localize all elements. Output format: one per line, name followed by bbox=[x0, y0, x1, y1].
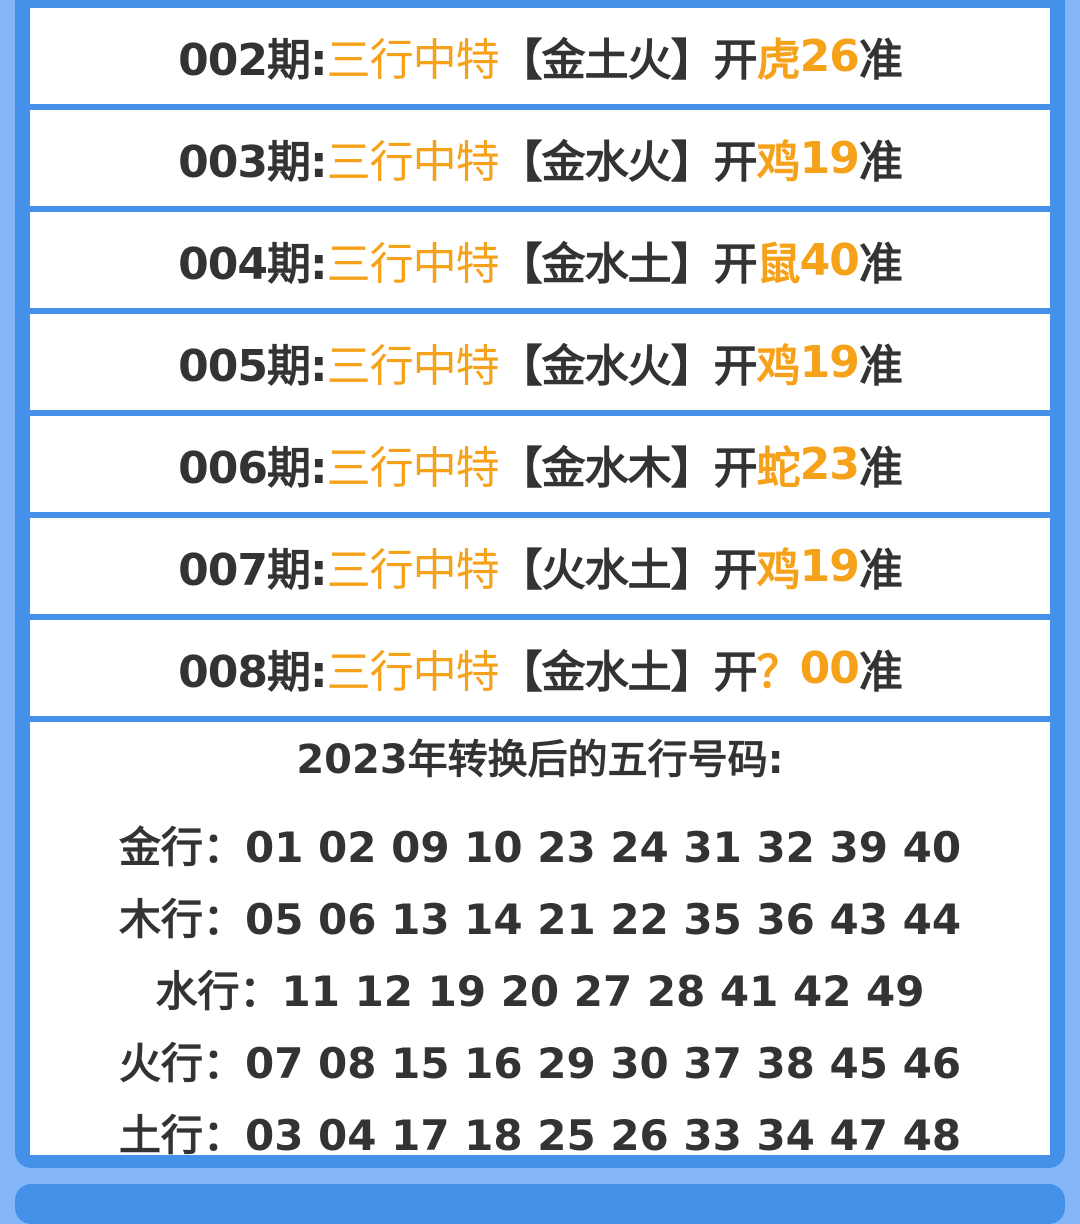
prediction-row: 008期: 三行中特 【金水土】开？ 00 准 bbox=[30, 620, 1050, 716]
row-elements: 【金水木】 bbox=[498, 443, 715, 494]
prediction-row: 003期: 三行中特 【金水火】开鸡 19 准 bbox=[30, 110, 1050, 206]
row-open: 开 bbox=[713, 35, 758, 86]
row-animal: 鼠 bbox=[756, 239, 801, 290]
row-elements: 【金水土】 bbox=[498, 239, 715, 290]
row-label: 三行中特 bbox=[326, 137, 500, 188]
row-number: 19 bbox=[799, 132, 860, 184]
row-open: 开 bbox=[713, 137, 758, 188]
element-line: 火行：07 08 15 16 29 30 37 38 45 46 bbox=[30, 1028, 1050, 1100]
row-open: 开 bbox=[713, 443, 758, 494]
row-period: 006期: bbox=[178, 443, 327, 494]
row-elements: 【金土火】 bbox=[498, 35, 715, 86]
element-label: 金行： bbox=[118, 823, 245, 872]
row-period: 004期: bbox=[178, 239, 327, 290]
prediction-row: 005期: 三行中特 【金水火】开鸡 19 准 bbox=[30, 314, 1050, 410]
row-label: 三行中特 bbox=[326, 545, 500, 596]
prediction-row: 004期: 三行中特 【金水土】开鼠 40 准 bbox=[30, 212, 1050, 308]
prediction-row: 006期: 三行中特 【金水木】开蛇 23 准 bbox=[30, 416, 1050, 512]
element-numbers: 03 04 17 18 25 26 33 34 47 48 bbox=[244, 1111, 962, 1160]
row-elements: 【金水土】 bbox=[498, 647, 715, 698]
row-number: 23 bbox=[799, 438, 860, 490]
element-line: 金行：01 02 09 10 23 24 31 32 39 40 bbox=[30, 812, 1050, 884]
row-label: 三行中特 bbox=[326, 341, 500, 392]
row-open: 开 bbox=[713, 239, 758, 290]
element-numbers: 11 12 19 20 27 28 41 42 49 bbox=[281, 967, 925, 1016]
row-period: 007期: bbox=[178, 545, 327, 596]
row-suffix: 准 bbox=[858, 35, 903, 86]
row-label: 三行中特 bbox=[326, 443, 500, 494]
element-line: 木行：05 06 13 14 21 22 35 36 43 44 bbox=[30, 884, 1050, 956]
row-period: 003期: bbox=[178, 137, 327, 188]
prediction-row: 007期: 三行中特 【火水土】开鸡 19 准 bbox=[30, 518, 1050, 614]
row-period: 008期: bbox=[178, 647, 327, 698]
row-label: 三行中特 bbox=[326, 35, 500, 86]
row-period: 002期: bbox=[178, 35, 327, 86]
row-number: 40 bbox=[799, 234, 860, 286]
row-animal: 鸡 bbox=[756, 137, 801, 188]
table-title: 2023年转换后的五行号码: bbox=[296, 737, 784, 783]
element-numbers: 05 06 13 14 21 22 35 36 43 44 bbox=[244, 895, 962, 944]
element-label: 木行： bbox=[118, 895, 245, 944]
row-suffix: 准 bbox=[858, 443, 903, 494]
prediction-row: 002期: 三行中特 【金土火】开虎 26 准 bbox=[30, 8, 1050, 104]
row-suffix: 准 bbox=[858, 341, 903, 392]
row-label: 三行中特 bbox=[326, 239, 500, 290]
element-numbers: 01 02 09 10 23 24 31 32 39 40 bbox=[244, 823, 962, 872]
row-elements: 【火水土】 bbox=[498, 545, 715, 596]
row-animal: 鸡 bbox=[756, 341, 801, 392]
row-suffix: 准 bbox=[858, 137, 903, 188]
row-animal: 虎 bbox=[756, 35, 801, 86]
row-period: 005期: bbox=[178, 341, 327, 392]
row-open: 开 bbox=[713, 545, 758, 596]
row-open: 开 bbox=[713, 647, 758, 698]
row-suffix: 准 bbox=[858, 239, 903, 290]
row-label: 三行中特 bbox=[326, 647, 500, 698]
row-animal: 鸡 bbox=[756, 545, 801, 596]
element-label: 火行： bbox=[118, 1039, 245, 1088]
element-numbers: 07 08 15 16 29 30 37 38 45 46 bbox=[244, 1039, 962, 1088]
next-panel bbox=[15, 1184, 1065, 1224]
element-line: 水行：11 12 19 20 27 28 41 42 49 bbox=[30, 956, 1050, 1028]
row-number: 19 bbox=[799, 540, 860, 592]
row-number: 26 bbox=[799, 30, 860, 82]
row-number: 00 bbox=[799, 642, 860, 694]
element-line: 土行：03 04 17 18 25 26 33 34 47 48 bbox=[30, 1100, 1050, 1172]
row-elements: 【金水火】 bbox=[498, 137, 715, 188]
element-label: 土行： bbox=[118, 1111, 245, 1160]
row-elements: 【金水火】 bbox=[498, 341, 715, 392]
row-suffix: 准 bbox=[858, 545, 903, 596]
row-animal: ？ bbox=[756, 647, 801, 698]
element-label: 水行： bbox=[155, 967, 282, 1016]
row-open: 开 bbox=[713, 341, 758, 392]
row-suffix: 准 bbox=[858, 647, 903, 698]
row-animal: 蛇 bbox=[756, 443, 801, 494]
row-number: 19 bbox=[799, 336, 860, 388]
prediction-list: 002期: 三行中特 【金土火】开虎 26 准 003期: 三行中特 【金水火】开鸡 19 准 00… bbox=[30, 8, 1050, 722]
five-elements-table: 2023年转换后的五行号码: 金行：01 02 09 10 23 24 31 3… bbox=[30, 722, 1050, 1160]
